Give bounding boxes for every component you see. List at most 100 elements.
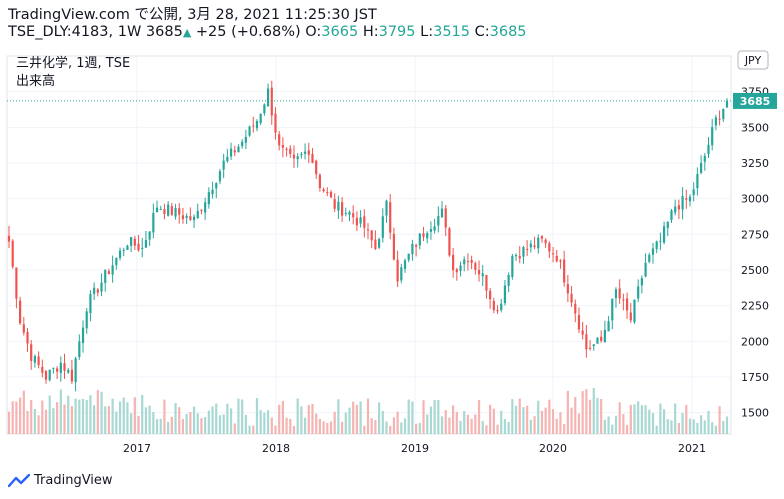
candle-body (533, 245, 536, 248)
volume-bar (711, 422, 714, 434)
candle-body (22, 324, 25, 333)
time-axis[interactable]: 2017 2018 2019 2020 2021 (123, 442, 706, 455)
volume-bar (411, 401, 414, 434)
candle-body (396, 259, 399, 282)
volume-bar (181, 418, 185, 434)
volume-bar (352, 401, 355, 434)
volume-bar (204, 417, 207, 434)
candle-body (218, 171, 222, 182)
y-tick-label: 2750 (741, 228, 769, 241)
volume-bar (11, 401, 14, 434)
candle-body (422, 233, 425, 237)
candle-body (718, 118, 721, 120)
candle-body (67, 369, 70, 373)
volume-bar (226, 403, 229, 434)
close-value: 3685 (489, 24, 527, 40)
candle-body (670, 210, 673, 220)
tradingview-logo-icon (8, 473, 30, 487)
candle-body (7, 235, 11, 242)
volume-bar (315, 413, 318, 434)
candle-body (266, 88, 270, 107)
volume-bar (311, 403, 314, 434)
volume-bar (133, 397, 136, 434)
volume-bar (644, 405, 647, 434)
candle-body (381, 216, 384, 238)
volume-bar (155, 419, 159, 434)
volume-bar (289, 419, 292, 434)
candle-body (278, 134, 281, 146)
volume-bar (248, 425, 251, 434)
volume-bar (126, 402, 129, 434)
candle-body (711, 127, 714, 146)
volume-bar (581, 391, 584, 434)
footer-brand[interactable]: TradingView (8, 473, 113, 488)
legend-volume: 出来高 (16, 73, 55, 89)
candle-body (318, 174, 321, 189)
x-tick-label: 2020 (539, 442, 567, 455)
candle-body (518, 255, 521, 259)
volume-bar (163, 399, 166, 434)
candle-body (507, 274, 510, 287)
candle-body (167, 204, 170, 216)
candle-body (26, 332, 29, 344)
candle-body (359, 217, 362, 224)
y-tick-label: 1500 (741, 407, 769, 420)
candle-body (455, 269, 458, 273)
x-tick-label: 2017 (123, 442, 151, 455)
candle-body (511, 255, 514, 278)
volume-bar (7, 411, 11, 434)
y-tick-label: 2250 (741, 300, 769, 313)
volume-bar (444, 410, 447, 434)
volume-bar (303, 417, 307, 434)
volume-bar (718, 406, 721, 434)
volume-bar (699, 415, 703, 434)
volume-bar (477, 399, 481, 434)
candle-body (133, 238, 136, 246)
volume-bar (714, 425, 717, 434)
y-tick-label: 1750 (741, 371, 769, 384)
candle-body (307, 150, 310, 155)
volume-bar (540, 410, 544, 434)
candle-body (163, 209, 166, 215)
volume-bar (192, 406, 196, 434)
volume-bar (674, 403, 677, 434)
candle-body (255, 120, 259, 129)
volume-bar (241, 399, 244, 434)
publisher-name: TradingView.com (8, 7, 130, 23)
candle-body (111, 265, 114, 275)
volume-bar (174, 403, 177, 434)
candle-body (370, 230, 373, 241)
volume-bar (563, 424, 566, 434)
last-price-badge-box (733, 92, 777, 109)
volume-bar (544, 407, 547, 434)
candle-body (300, 154, 303, 156)
currency-badge[interactable]: JPY (737, 50, 769, 70)
volume-bar (389, 425, 392, 434)
candle-body (285, 148, 288, 150)
candle-body (629, 312, 632, 321)
candle-body (104, 270, 107, 283)
price-chart[interactable]: 1500175020002250250027503000325035003750… (0, 43, 784, 463)
volume-bar (159, 418, 162, 434)
candle-body (474, 263, 477, 270)
volume-bar (215, 403, 218, 434)
candle-body (81, 327, 85, 344)
candle-body (252, 125, 255, 127)
candle-body (640, 278, 643, 286)
candle-body (211, 189, 214, 195)
candle-body (385, 200, 388, 216)
volume-bar (44, 409, 48, 434)
volume-bar (651, 412, 655, 434)
y-tick-label: 3250 (741, 157, 769, 170)
candle-body (170, 206, 173, 215)
candle-body (355, 217, 358, 226)
volume-bar (244, 414, 247, 434)
volume-bar (178, 407, 181, 434)
volume-bar (329, 421, 333, 434)
volume-bar (433, 399, 436, 434)
volume-bar (170, 416, 173, 434)
candle-body (303, 151, 307, 154)
volume-bar (703, 420, 706, 434)
candle-body (440, 208, 444, 218)
